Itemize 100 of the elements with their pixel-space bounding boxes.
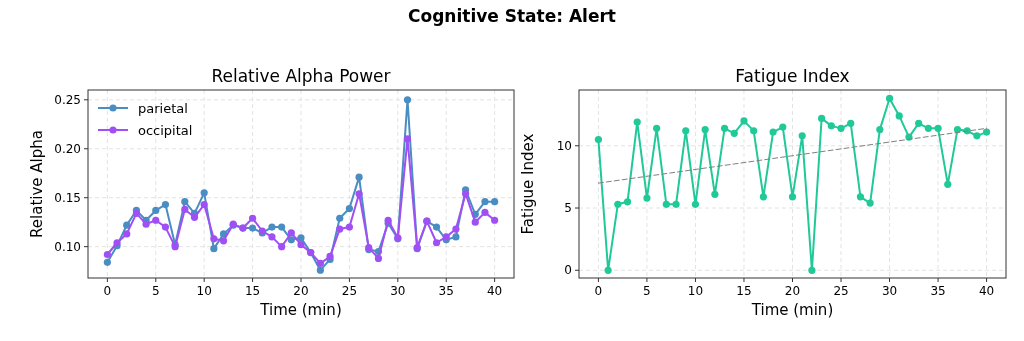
point <box>181 198 189 206</box>
point <box>653 124 661 132</box>
point <box>190 213 199 221</box>
x-tick-label: 25 <box>833 284 849 298</box>
point <box>798 132 806 140</box>
x-axis-title: Time (min) <box>750 301 834 319</box>
point <box>316 266 324 274</box>
x-tick-label: 0 <box>103 284 112 298</box>
point <box>604 266 612 274</box>
point <box>481 208 489 216</box>
point <box>837 124 845 132</box>
point <box>103 258 111 266</box>
x-tick-label: 20 <box>293 284 309 298</box>
point <box>248 214 257 222</box>
y-axis-title: Fatigue Index <box>519 133 537 235</box>
point <box>885 94 894 103</box>
point <box>720 124 729 132</box>
x-tick-label: 15 <box>736 284 752 298</box>
point <box>491 198 499 206</box>
point <box>219 237 228 245</box>
point <box>297 241 305 249</box>
point <box>481 198 489 206</box>
point <box>200 200 208 209</box>
point <box>711 190 719 198</box>
x-axis-title: Time (min) <box>259 301 342 319</box>
point <box>297 234 305 242</box>
y-tick-label: 5 <box>564 201 572 216</box>
point <box>278 223 286 231</box>
point <box>268 233 276 241</box>
point <box>452 233 460 241</box>
x-tick-label: 30 <box>390 284 406 298</box>
point <box>759 193 767 201</box>
point <box>210 235 218 243</box>
point <box>432 223 441 231</box>
point <box>701 126 709 134</box>
point <box>672 200 680 208</box>
point <box>219 230 228 238</box>
point <box>181 205 189 214</box>
point <box>403 135 412 143</box>
point <box>730 129 738 137</box>
point <box>982 128 991 136</box>
x-tick-label: 10 <box>196 284 212 298</box>
point <box>934 124 942 132</box>
point <box>452 225 460 233</box>
point <box>827 122 835 130</box>
point <box>750 127 758 135</box>
point <box>915 119 923 127</box>
point <box>142 220 150 228</box>
point <box>876 126 884 134</box>
point <box>847 119 855 127</box>
x-tick-label: 30 <box>881 284 898 298</box>
point <box>432 239 441 247</box>
point <box>345 204 354 213</box>
y-tick-label: 0.25 <box>54 92 81 107</box>
point <box>895 112 903 120</box>
point <box>614 200 622 208</box>
point <box>643 194 651 202</box>
point <box>461 190 470 198</box>
point <box>161 200 170 209</box>
point <box>924 124 932 132</box>
x-tick-label: 5 <box>643 284 651 298</box>
point <box>336 214 344 222</box>
x-tick-label: 15 <box>244 284 261 298</box>
point <box>403 96 412 104</box>
point <box>682 127 690 135</box>
x-tick-label: 35 <box>438 284 454 298</box>
point <box>973 132 981 140</box>
x-tick-label: 40 <box>978 284 995 298</box>
point <box>740 117 748 125</box>
point <box>491 216 499 224</box>
point <box>161 223 170 231</box>
point <box>594 135 603 144</box>
y-tick-label: 0 <box>564 263 572 278</box>
legend-label: occipital <box>138 123 193 138</box>
point <box>808 266 816 274</box>
text: Cognitive State: Alert <box>408 6 616 26</box>
point <box>355 190 363 198</box>
point <box>268 223 276 231</box>
y-tick-label: 0.10 <box>54 239 81 254</box>
point <box>779 123 787 131</box>
point <box>623 198 632 206</box>
x-tick-label: 5 <box>151 284 160 298</box>
point <box>152 206 160 215</box>
point <box>633 118 641 126</box>
x-tick-label: 25 <box>341 284 358 298</box>
point <box>818 114 826 122</box>
point <box>691 200 700 208</box>
point <box>944 180 952 188</box>
point <box>123 230 131 238</box>
point <box>316 259 324 267</box>
point <box>953 126 962 134</box>
chart-title: Fatigue Index <box>735 66 850 86</box>
point <box>374 254 383 263</box>
point <box>336 225 344 233</box>
point <box>210 245 218 253</box>
y-tick-label: 0.20 <box>54 141 81 156</box>
point <box>152 216 160 224</box>
point <box>287 236 295 244</box>
point <box>123 221 131 229</box>
point <box>866 199 874 207</box>
